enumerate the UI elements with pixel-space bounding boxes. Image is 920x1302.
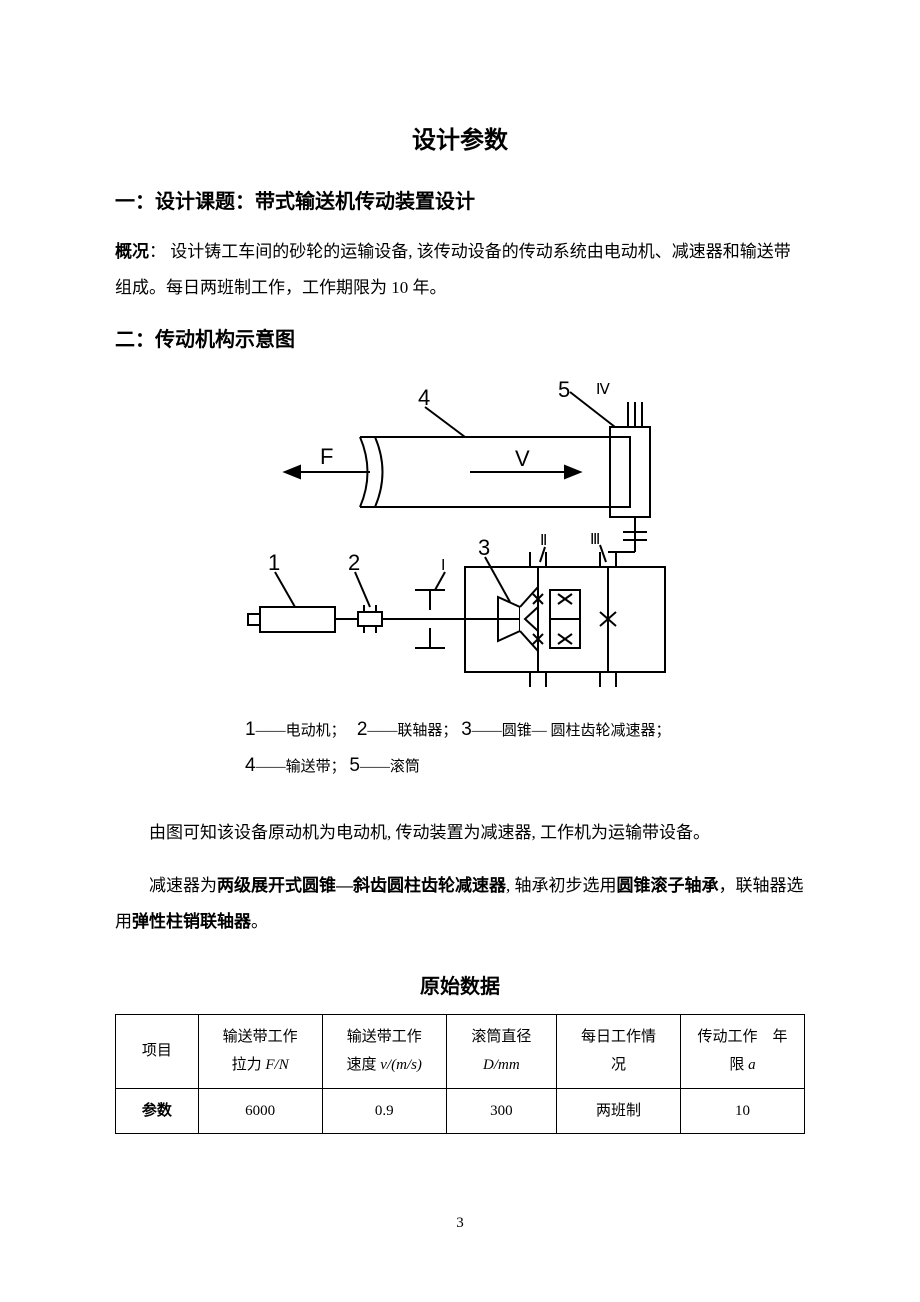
table-data-row: 参数 6000 0.9 300 两班制 10 (116, 1088, 805, 1134)
c2a: 输送带工作 (347, 1029, 422, 1045)
p2b: 两级展开式圆锥—斜齿圆柱齿轮减速器 (217, 876, 506, 895)
c2b: 速度 (346, 1057, 380, 1073)
label-3: 3 (478, 535, 490, 560)
section1-heading: 一：设计课题：带式输送机传动装置设计 (115, 185, 805, 214)
label-4: 4 (418, 385, 430, 410)
val-4: 两班制 (556, 1088, 680, 1134)
c4b: 况 (611, 1057, 626, 1073)
c5b: 限 (729, 1057, 748, 1073)
c2c: v/(m/s) (380, 1057, 422, 1073)
c1b: 拉力 (232, 1057, 266, 1073)
label-1: 1 (268, 550, 280, 575)
legend-5-text: ——滚筒 (360, 759, 420, 775)
p2c: , 轴承初步选用 (506, 876, 617, 895)
label-IV: Ⅳ (596, 382, 610, 398)
c3a: 滚筒直径 (471, 1029, 531, 1045)
val-3: 300 (446, 1088, 556, 1134)
legend-2-text: ——联轴器； (367, 723, 457, 739)
col2-header: 输送带工作 速度 v/(m/s) (322, 1014, 446, 1088)
row-label-2: 参数 (116, 1088, 199, 1134)
label-I: Ⅰ (441, 558, 445, 574)
p2a: 减速器为 (149, 876, 217, 895)
page-number: 3 (0, 1215, 920, 1232)
page-title: 设计参数 (115, 120, 805, 155)
legend-1-text: ——电动机； (256, 723, 346, 739)
c4a: 每日工作情 (581, 1029, 656, 1045)
overview-text: ： 设计铸工车间的砂轮的运输设备, 该传动设备的传动系统由电动机、减速器和输送带… (115, 242, 791, 297)
overview-para: 概况： 设计铸工车间的砂轮的运输设备, 该传动设备的传动系统由电动机、减速器和输… (115, 234, 805, 305)
c5a: 传动工作 年 (697, 1029, 787, 1045)
legend-4-num: 4 (245, 755, 256, 776)
p2f: 弹性柱销联轴器 (132, 912, 251, 931)
legend-5-num: 5 (349, 755, 360, 776)
analysis-p1: 由图可知该设备原动机为电动机, 传动装置为减速器, 工作机为运输带设备。 (115, 815, 805, 851)
label-III: Ⅲ (590, 532, 600, 548)
legend-4-text: ——输送带； (256, 759, 346, 775)
col3-header: 滚筒直径 D/mm (446, 1014, 556, 1088)
row-label-1: 项目 (116, 1014, 199, 1088)
diagram-svg: 4 5 1 2 3 F V Ⅳ Ⅰ Ⅱ Ⅲ (240, 372, 680, 692)
transmission-diagram: 4 5 1 2 3 F V Ⅳ Ⅰ Ⅱ Ⅲ 1——电动机； 2——联轴器； 3—… (115, 372, 805, 784)
p2d: 圆锥滚子轴承 (617, 876, 719, 895)
legend-3-text: ——圆锥— 圆柱齿轮减速器； (472, 723, 671, 739)
c5c: a (748, 1057, 756, 1073)
table-header-row: 项目 输送带工作 拉力 F/N 输送带工作 速度 v/(m/s) 滚筒直径 D/… (116, 1014, 805, 1088)
legend-2-num: 2 (357, 719, 368, 740)
col5-header: 传动工作 年 限 a (680, 1014, 804, 1088)
legend-1-num: 1 (245, 719, 256, 740)
c1c: F/N (265, 1057, 288, 1073)
legend-3-num: 3 (461, 719, 472, 740)
c1a: 输送带工作 (223, 1029, 298, 1045)
col1-header: 输送带工作 拉力 F/N (198, 1014, 322, 1088)
label-II: Ⅱ (540, 533, 547, 549)
table-title: 原始数据 (115, 970, 805, 999)
val-5: 10 (680, 1088, 804, 1134)
val-1: 6000 (198, 1088, 322, 1134)
analysis-p2: 减速器为两级展开式圆锥—斜齿圆柱齿轮减速器, 轴承初步选用圆锥滚子轴承，联轴器选… (115, 868, 805, 939)
p2g: 。 (251, 912, 268, 931)
diagram-legend: 1——电动机； 2——联轴器； 3——圆锥— 圆柱齿轮减速器； 4——输送带； … (245, 712, 675, 784)
label-F: F (320, 444, 333, 469)
label-V: V (515, 446, 530, 471)
overview-label: 概况 (115, 242, 149, 261)
label-2: 2 (348, 550, 360, 575)
label-5: 5 (558, 377, 570, 402)
raw-data-table: 项目 输送带工作 拉力 F/N 输送带工作 速度 v/(m/s) 滚筒直径 D/… (115, 1014, 805, 1135)
section2-heading: 二：传动机构示意图 (115, 323, 805, 352)
col4-header: 每日工作情 况 (556, 1014, 680, 1088)
val-2: 0.9 (322, 1088, 446, 1134)
c3b: D/mm (483, 1057, 520, 1073)
